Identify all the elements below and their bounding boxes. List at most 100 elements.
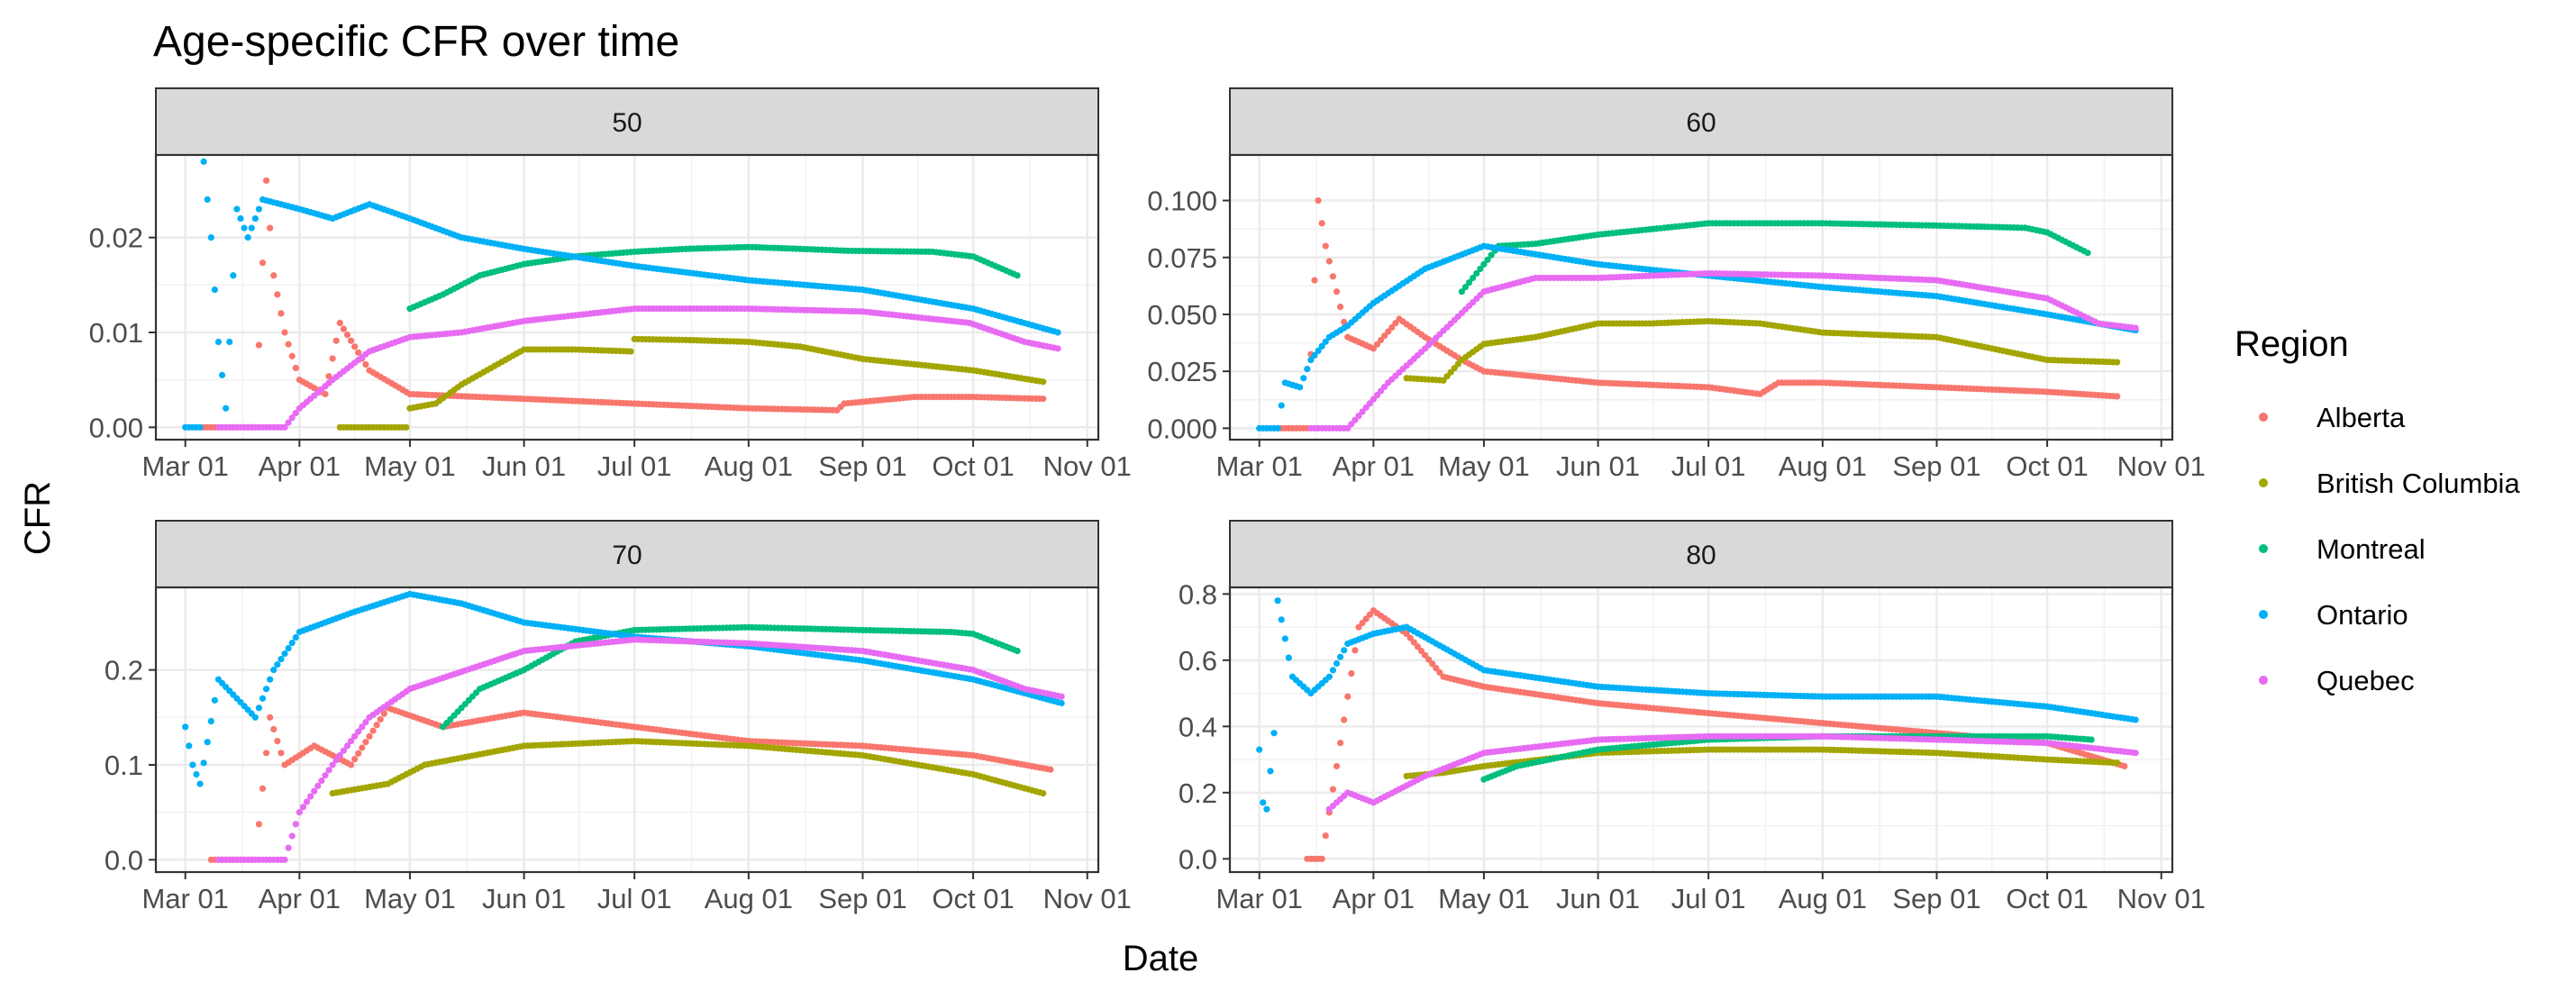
data-point bbox=[1352, 416, 1359, 423]
data-point bbox=[1370, 345, 1377, 352]
y-tick-label: 0.075 bbox=[1147, 242, 1217, 274]
y-tick-label: 0.00 bbox=[89, 412, 143, 443]
data-point bbox=[343, 742, 351, 750]
x-tick-label: Apr 01 bbox=[259, 450, 341, 482]
series-montreal bbox=[406, 243, 1021, 313]
data-point bbox=[267, 224, 274, 232]
data-point bbox=[1477, 265, 1484, 272]
data-point bbox=[251, 714, 259, 721]
legend-label: Quebec bbox=[2317, 665, 2415, 696]
data-point bbox=[1341, 647, 1348, 654]
data-point bbox=[270, 725, 278, 733]
data-point bbox=[1336, 653, 1344, 660]
x-tick-label: Oct 01 bbox=[2006, 883, 2088, 914]
data-point bbox=[1278, 616, 1285, 623]
data-point bbox=[281, 650, 288, 658]
data-point bbox=[274, 291, 281, 298]
series-quebec bbox=[214, 636, 1065, 863]
data-point bbox=[1344, 693, 1352, 700]
data-point bbox=[226, 338, 233, 346]
data-point bbox=[1322, 832, 1329, 840]
data-point bbox=[1392, 320, 1399, 327]
series-ontario bbox=[1256, 242, 2139, 432]
data-point bbox=[1040, 378, 1047, 386]
data-points bbox=[1256, 196, 2139, 432]
data-point bbox=[211, 286, 218, 294]
data-point bbox=[281, 329, 288, 336]
data-point bbox=[244, 234, 251, 241]
data-point bbox=[362, 360, 369, 368]
panel-background bbox=[156, 155, 1098, 440]
data-points bbox=[182, 590, 1065, 863]
data-point bbox=[251, 214, 259, 223]
x-tick-label: Oct 01 bbox=[2006, 450, 2088, 482]
data-point bbox=[1484, 256, 1491, 263]
data-point bbox=[1385, 328, 1392, 335]
data-point bbox=[1425, 656, 1433, 663]
data-point bbox=[2088, 736, 2095, 743]
data-point bbox=[369, 727, 377, 734]
data-point bbox=[1461, 284, 1470, 291]
data-point bbox=[200, 158, 207, 165]
data-point bbox=[627, 348, 634, 355]
x-tick-label: Apr 01 bbox=[1333, 450, 1415, 482]
y-tick-label: 0.050 bbox=[1147, 299, 1217, 331]
facet-panel-70: 70 Mar 01 Apr 01 May 01 Jun 01 Jul 01 Aug 01 Se… bbox=[105, 520, 1132, 914]
x-tick-label: Sep 01 bbox=[818, 450, 906, 482]
chart-title: Age-specific CFR over time bbox=[153, 18, 679, 66]
data-point bbox=[362, 739, 369, 746]
data-point bbox=[329, 761, 336, 768]
x-tick-label: Sep 01 bbox=[1892, 883, 1980, 914]
data-point bbox=[347, 337, 355, 344]
data-point bbox=[1336, 303, 1344, 311]
series-quebec bbox=[214, 305, 1061, 431]
data-point bbox=[303, 798, 311, 805]
data-point bbox=[292, 633, 299, 641]
data-point bbox=[1040, 789, 1047, 797]
data-point bbox=[1278, 402, 1285, 409]
y-tick-label: 0.0 bbox=[1179, 843, 1217, 875]
data-point bbox=[355, 750, 362, 757]
data-point bbox=[314, 782, 322, 789]
y-tick-label: 0.01 bbox=[89, 317, 143, 349]
data-point bbox=[1410, 639, 1417, 646]
data-point bbox=[196, 423, 204, 431]
legend-item-british-columbia: British Columbia bbox=[2259, 468, 2520, 499]
data-point bbox=[359, 723, 366, 731]
x-tick-label: Aug 01 bbox=[705, 450, 793, 482]
facet-panel-80: 80 Mar 01 Apr 01 May 01 Jun 01 Jul 01 Aug 01 Se… bbox=[1179, 520, 2206, 914]
y-axis-title: CFR bbox=[18, 481, 58, 555]
data-point bbox=[336, 751, 343, 759]
data-point bbox=[255, 705, 263, 712]
panel-background bbox=[1230, 587, 2172, 872]
series-british-columbia bbox=[336, 335, 1047, 431]
facet-panels: 50 Mar 01 Apr 01 May 01 Jun 01 Jul 01 Aug 01 Se… bbox=[89, 87, 2206, 914]
data-point bbox=[1329, 273, 1337, 280]
legend-label: Alberta bbox=[2317, 402, 2406, 433]
data-point bbox=[2114, 759, 2121, 767]
data-point bbox=[1403, 630, 1410, 638]
data-point bbox=[1388, 323, 1396, 332]
data-point bbox=[377, 715, 384, 723]
legend-item-alberta: Alberta bbox=[2259, 402, 2406, 433]
x-axis-title: Date bbox=[1123, 939, 1199, 978]
facet-panel-50: 50 Mar 01 Apr 01 May 01 Jun 01 Jul 01 Aug 01 Se… bbox=[89, 87, 1132, 482]
data-point bbox=[1274, 597, 1281, 605]
data-point bbox=[403, 423, 410, 431]
data-point bbox=[1256, 746, 1263, 753]
y-tick-label: 0.000 bbox=[1147, 413, 1217, 444]
legend-label: British Columbia bbox=[2317, 468, 2520, 499]
data-point bbox=[288, 639, 296, 647]
x-tick-label: May 01 bbox=[1438, 450, 1530, 482]
data-point bbox=[329, 355, 336, 362]
y-tick-label: 0.100 bbox=[1147, 186, 1217, 217]
data-point bbox=[1355, 623, 1362, 631]
data-point bbox=[1329, 786, 1337, 793]
data-point bbox=[285, 419, 292, 426]
legend-item-ontario: Ontario bbox=[2259, 599, 2408, 631]
legend-key bbox=[2259, 544, 2268, 553]
data-point bbox=[278, 310, 285, 317]
y-tick-label: 0.2 bbox=[1179, 777, 1217, 809]
facet-strip bbox=[155, 87, 1099, 156]
